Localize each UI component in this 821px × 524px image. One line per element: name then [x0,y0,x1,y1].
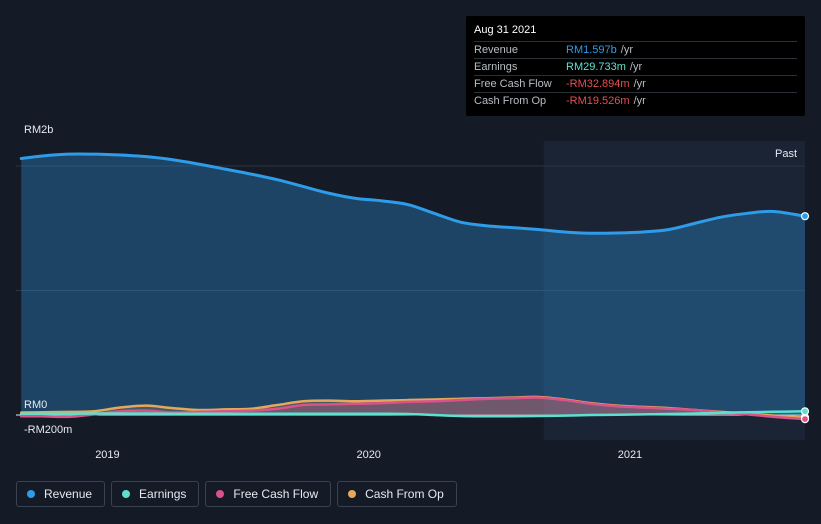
tooltip-value: RM1.597b [566,44,617,56]
tooltip-label: Earnings [474,61,518,73]
tooltip-unit: /yr [633,95,646,107]
legend-dot-icon [122,490,131,498]
legend-dot-icon [216,490,225,498]
tooltip-value: -RM19.526m [566,95,630,107]
legend: Revenue Earnings Free Cash Flow Cash Fro… [16,481,457,509]
tooltip-date: Aug 31 2021 [474,24,537,36]
y-tick-label: RM2b [24,124,53,136]
legend-item-revenue[interactable]: Revenue [16,481,106,507]
past-label: Past [775,148,797,160]
legend-label: Earnings [139,487,187,501]
tooltip-unit: /yr [620,44,633,56]
tooltip-label: Free Cash Flow [474,78,552,90]
series-end-point-revenue [800,212,810,221]
x-tick-label: 2020 [356,449,380,461]
tooltip-row-earnings: Earnings RM29.733m /yr [474,58,797,75]
series-line-revenue [19,152,807,235]
legend-item-free-cash-flow[interactable]: Free Cash Flow [205,481,332,507]
tooltip-value: RM29.733m [566,61,626,73]
series-area-revenue [21,153,806,416]
series-line-earnings [19,410,807,418]
legend-item-cash-from-op[interactable]: Cash From Op [337,481,457,507]
series-end-point-earnings [800,407,810,416]
tooltip-row-cash-from-op: Cash From Op -RM19.526m /yr [474,92,797,109]
y-tick-label: RM0 [24,399,47,411]
legend-label: Free Cash Flow [233,487,319,501]
x-tick-label: 2021 [618,449,642,461]
y-tick-label: -RM200m [24,424,72,436]
tooltip-unit: /yr [633,78,646,90]
legend-label: Revenue [44,487,93,501]
series-end-point-free-cash-flow [800,414,810,424]
legend-dot-icon [27,490,35,498]
series-line-free-cash-flow [19,396,807,421]
tooltip-label: Revenue [474,44,519,56]
tooltip: Aug 31 2021 Revenue RM1.597b /yr Earning… [466,16,805,116]
tooltip-row-revenue: Revenue RM1.597b /yr [474,41,797,58]
legend-label: Cash From Op [365,487,444,501]
tooltip-label: Cash From Op [474,95,547,107]
tooltip-unit: /yr [629,61,643,73]
x-tick-label: 2019 [95,449,119,461]
tooltip-row-free-cash-flow: Free Cash Flow -RM32.894m /yr [474,75,797,92]
legend-dot-icon [348,490,357,498]
legend-item-earnings[interactable]: Earnings [111,481,200,507]
tooltip-value: -RM32.894m [566,78,630,90]
